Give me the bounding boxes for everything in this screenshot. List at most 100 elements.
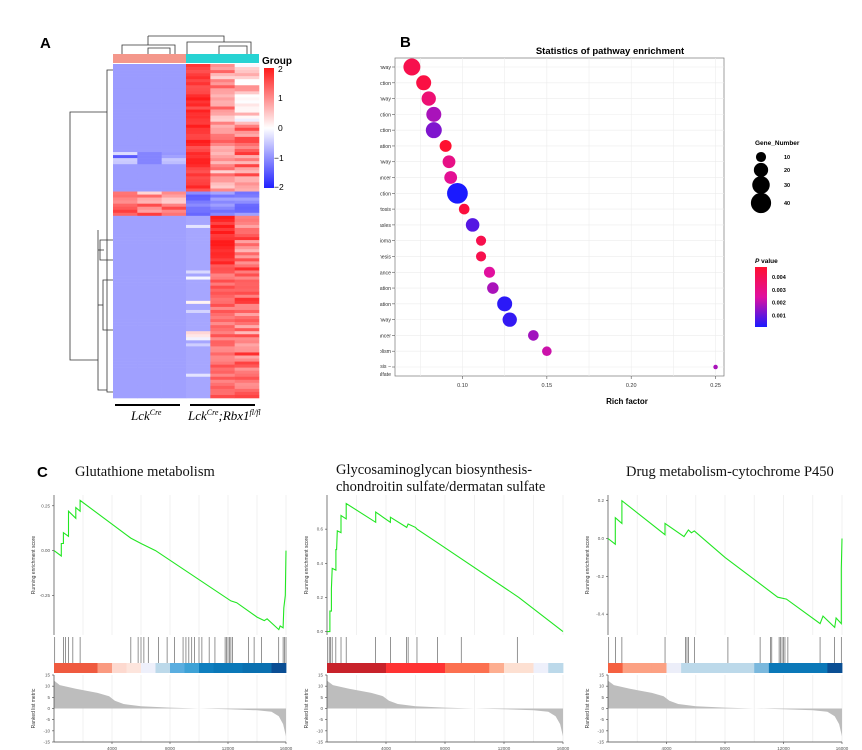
heatmap-cell <box>137 146 162 149</box>
heatmap-cell <box>186 146 211 149</box>
color-band-segment <box>401 663 416 673</box>
dot-point <box>466 218 480 232</box>
color-band-segment <box>199 663 214 673</box>
y-tick-label: Human cytomegalovirus infection <box>380 128 391 134</box>
y-tick-label: -5 <box>319 717 323 722</box>
heatmap-cell <box>162 295 187 298</box>
panel-label-c: C <box>37 464 48 481</box>
heatmap-cell <box>235 380 260 383</box>
heatmap-cell <box>113 228 138 231</box>
heatmap-cell <box>137 137 162 140</box>
heatmap-cell <box>186 116 211 119</box>
dot-point <box>528 330 539 341</box>
heatmap-cell <box>113 301 138 304</box>
heatmap-cell <box>186 113 211 116</box>
heatmap-cell <box>137 116 162 119</box>
color-band-segment <box>608 663 623 673</box>
group-label-knockout: LckCre;Rbx1fl/fl <box>187 408 261 423</box>
heatmap-cell <box>137 119 162 122</box>
heatmap-cell <box>186 349 211 352</box>
color-band-segment <box>652 663 667 673</box>
heatmap-cell <box>186 204 211 207</box>
color-band-segment <box>460 663 475 673</box>
heatmap-cell <box>210 182 235 185</box>
color-band-segment <box>214 663 229 673</box>
heatmap-cell <box>162 201 187 204</box>
heatmap-cell <box>186 119 211 122</box>
heatmap-cell <box>162 64 187 67</box>
heatmap-cell <box>137 204 162 207</box>
heatmap-cell <box>137 234 162 237</box>
heatmap-cell <box>210 170 235 173</box>
color-band-segment <box>83 663 98 673</box>
heatmap-cell <box>137 365 162 368</box>
heatmap-cell <box>186 67 211 70</box>
group-bar-control <box>113 54 186 63</box>
heatmap-cell <box>210 76 235 79</box>
heatmap-cell <box>137 371 162 374</box>
heatmap-cell <box>235 170 260 173</box>
heatmap-cell <box>113 116 138 119</box>
heatmap-cell <box>186 231 211 234</box>
heatmap-cell <box>186 188 211 191</box>
heatmap-cell <box>235 295 260 298</box>
heatmap-cell <box>137 386 162 389</box>
y-tick-label: 0 <box>47 706 50 711</box>
heatmap-cell <box>186 228 211 231</box>
dot-point <box>440 140 452 152</box>
y-tick-label: PI3K−Akt signaling pathway <box>380 65 391 71</box>
dot-point <box>476 251 486 261</box>
heatmap-cell <box>137 85 162 88</box>
heatmap-cell <box>137 359 162 362</box>
y-tick-label: Epstein−Barr virus infection <box>380 112 391 118</box>
heatmap-cell <box>210 185 235 188</box>
y-tick-label: -10 <box>316 728 323 733</box>
heatmap-cell <box>113 70 138 73</box>
color-band-segment <box>243 663 258 673</box>
y-tick-label: 10 <box>599 684 605 689</box>
heatmap-cell <box>235 243 260 246</box>
heatmap-cell <box>162 319 187 322</box>
heatmap-cell <box>113 283 138 286</box>
heatmap-cell <box>162 146 187 149</box>
colorbar-tick: 1 <box>278 93 283 103</box>
color-band-segment <box>141 663 156 673</box>
heatmap-cell <box>137 243 162 246</box>
heatmap-cell <box>186 134 211 137</box>
heatmap-cell <box>186 334 211 337</box>
heatmap-cell <box>235 131 260 134</box>
heatmap-cell <box>186 359 211 362</box>
heatmap-cell <box>113 374 138 377</box>
heatmap-cell <box>210 155 235 158</box>
heatmap-cell <box>186 167 211 170</box>
heatmap-cell <box>113 307 138 310</box>
x-tick-label: 12000 <box>498 746 511 750</box>
dendrogram-branch <box>122 45 175 54</box>
heatmap-cell <box>162 270 187 273</box>
y-tick-label: 0.2 <box>598 498 605 503</box>
heatmap-cell <box>137 264 162 267</box>
heatmap-cell <box>162 179 187 182</box>
y-tick-label: Phospholipase D signaling pathway <box>380 160 391 166</box>
heatmap-cell <box>186 201 211 204</box>
heatmap-cell <box>113 392 138 395</box>
heatmap-cell <box>235 346 260 349</box>
size-legend-dot <box>751 193 771 213</box>
heatmap-cell <box>113 310 138 313</box>
heatmap-cell <box>137 219 162 222</box>
heatmap-cell <box>162 88 187 91</box>
heatmap-cell <box>186 368 211 371</box>
dendrogram-branch <box>219 46 247 54</box>
heatmap-cell <box>210 103 235 106</box>
heatmap-cell <box>235 286 260 289</box>
heatmap-cell <box>137 231 162 234</box>
heatmap-cell <box>137 355 162 358</box>
heatmap-cell <box>235 328 260 331</box>
heatmap-cell <box>113 207 138 210</box>
heatmap-cell <box>186 97 211 100</box>
heatmap-cell <box>186 176 211 179</box>
color-legend-label: 0.003 <box>772 288 786 294</box>
heatmap-cell <box>162 359 187 362</box>
heatmap-cell <box>235 204 260 207</box>
